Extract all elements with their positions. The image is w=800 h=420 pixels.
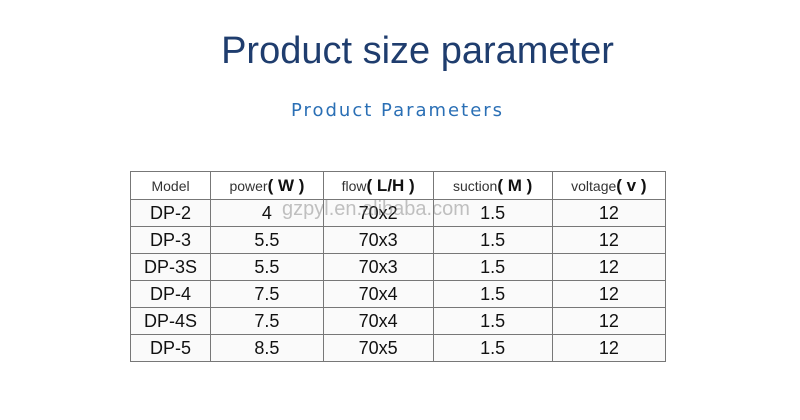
table-cell: 1.5	[432, 226, 553, 254]
table-row: DP-4 7.5 70x4 1.5 12	[129, 280, 667, 308]
table-cell: 70x3	[322, 253, 434, 281]
header-row: Model power( W ) flow( L/H ) suction( M ) vo…	[129, 171, 667, 200]
table-cell: 12	[551, 334, 667, 362]
table-cell: DP-3S	[129, 253, 212, 281]
table-cell: 70x2	[322, 199, 434, 227]
table-cell: 12	[551, 307, 667, 335]
table-cell: DP-2	[129, 199, 212, 227]
table-cell: 7.5	[210, 280, 324, 308]
header-cell: suction( M )	[432, 171, 553, 200]
header-cell: voltage( v )	[551, 171, 667, 200]
header-label: power	[229, 177, 268, 194]
table-cell: 12	[551, 253, 667, 281]
header-label: voltage	[571, 177, 617, 194]
header-unit: ( v )	[616, 175, 647, 195]
header-label: suction	[452, 177, 498, 194]
table-cell: DP-5	[129, 334, 212, 362]
subtitle: Product Parameters	[290, 100, 505, 121]
header-cell: Model	[129, 171, 212, 200]
table-row: DP-5 8.5 70x5 1.5 12	[129, 334, 667, 362]
table-row: DP-3S 5.5 70x3 1.5 12	[129, 253, 667, 281]
table-row: DP-4S 7.5 70x4 1.5 12	[129, 307, 667, 335]
table-cell: DP-4	[129, 280, 212, 308]
table-cell: 7.5	[210, 307, 324, 335]
table-cell: 1.5	[432, 253, 553, 281]
table-cell: 1.5	[432, 199, 553, 227]
table-cell: 70x3	[322, 226, 434, 254]
header-cell: flow( L/H )	[322, 171, 434, 200]
table-cell: DP-4S	[129, 307, 212, 335]
table-cell: DP-3	[129, 226, 212, 254]
header-label: Model	[151, 177, 190, 194]
table-cell: 1.5	[432, 280, 553, 308]
table-cell: 70x4	[322, 280, 434, 308]
header-cell: power( W )	[210, 171, 324, 200]
table-cell: 12	[551, 280, 667, 308]
table-cell: 12	[551, 226, 667, 254]
table-cell: 5.5	[210, 226, 324, 254]
table-cell: 12	[551, 199, 667, 227]
table-cell: 70x4	[322, 307, 434, 335]
table-cell: 5.5	[210, 253, 324, 281]
table-body: DP-2 4 70x2 1.5 12 DP-3 5.5 70x3 1.5 12 DP-3S 5.5 70…	[129, 199, 667, 362]
header-unit: ( L/H )	[366, 175, 415, 195]
table-row: DP-2 4 70x2 1.5 12	[129, 199, 667, 227]
table-cell: 8.5	[210, 334, 324, 362]
table-row: DP-3 5.5 70x3 1.5 12	[129, 226, 667, 254]
title: Product size parameter	[221, 30, 614, 72]
header-label: flow	[341, 177, 367, 194]
table-cell: 4	[210, 199, 324, 227]
table-cell: 1.5	[432, 334, 553, 362]
table-cell: 1.5	[432, 307, 553, 335]
header-unit: ( W )	[267, 175, 305, 195]
header-unit: ( M )	[497, 175, 533, 195]
parameter-table: Model power( W ) flow( L/H ) suction( M ) vo…	[129, 171, 667, 362]
table-cell: 70x5	[322, 334, 434, 362]
